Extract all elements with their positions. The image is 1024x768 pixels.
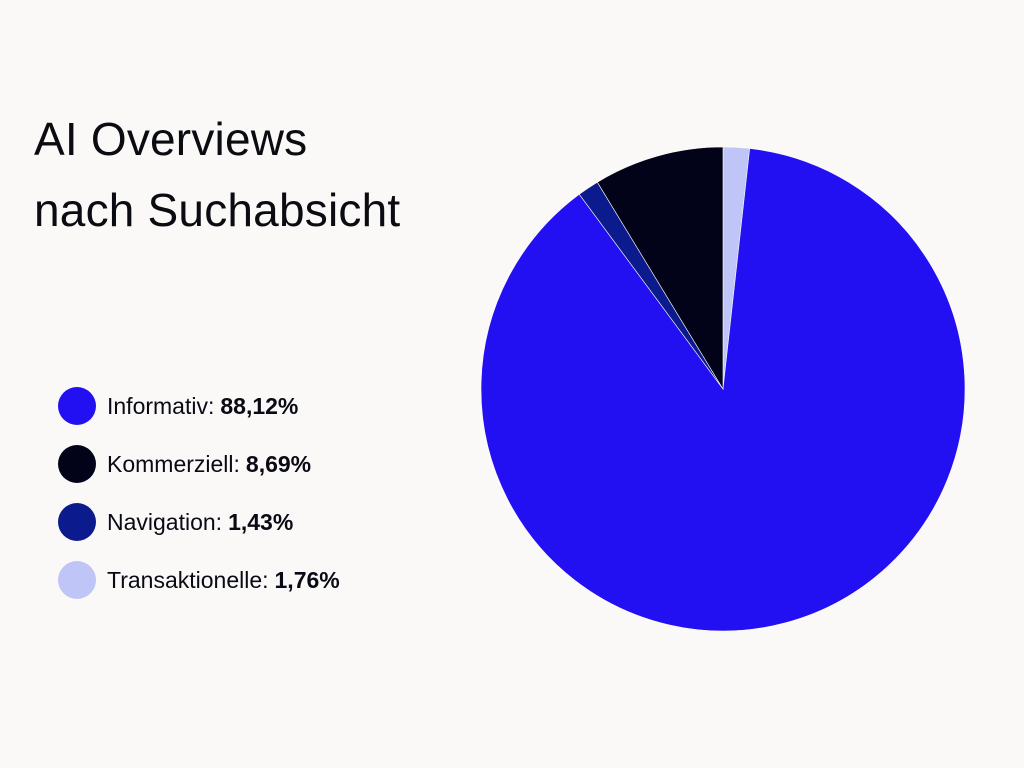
pie-slice-informativ — [480, 148, 966, 632]
legend-swatch — [58, 503, 96, 541]
legend-item-transaktionelle: Transaktionelle: 1,76% — [58, 560, 438, 600]
legend-label: Navigation: — [107, 508, 223, 535]
pie-slice-kommerziell — [596, 146, 724, 391]
chart-title-line-2: nach Suchabsicht — [34, 184, 401, 237]
pie-chart — [470, 136, 976, 642]
chart-title: AI Overviews nach Suchabsicht — [34, 104, 474, 247]
legend-label: Informativ: — [107, 392, 215, 419]
legend-item-navigation: Navigation: 1,43% — [58, 502, 438, 542]
legend-value: 88,12% — [220, 392, 299, 419]
legend-swatch — [58, 445, 96, 483]
legend: Informativ: 88,12% Kommerziell: 8,69% Na… — [58, 386, 438, 618]
chart-title-line-1: AI Overviews — [34, 113, 308, 165]
legend-item-informativ: Informativ: 88,12% — [58, 386, 438, 426]
legend-swatch — [58, 387, 96, 425]
legend-swatch — [58, 561, 96, 599]
legend-value: 8,69% — [245, 450, 312, 477]
legend-value: 1,43% — [228, 508, 294, 535]
legend-item-kommerziell: Kommerziell: 8,69% — [58, 444, 438, 484]
legend-label: Transaktionelle: — [107, 566, 269, 593]
legend-label: Kommerziell: — [107, 450, 240, 477]
legend-value: 1,76% — [274, 566, 340, 593]
pie-chart-svg — [480, 146, 966, 632]
